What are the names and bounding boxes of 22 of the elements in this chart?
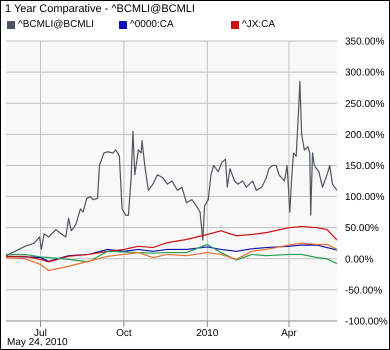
- x-tick-label: Apr: [281, 328, 298, 340]
- legend-label: ^BCMLI@BCMLI: [18, 19, 94, 30]
- y-tick-label: 300.00%: [345, 68, 385, 79]
- line-series: [6, 242, 337, 272]
- y-tick-label: 250.00%: [345, 98, 385, 110]
- x-tick-label: 2010: [196, 328, 219, 340]
- line-series: [6, 226, 337, 262]
- line-series: [6, 80, 337, 256]
- y-tick-label: 50.00%: [345, 223, 380, 234]
- y-tick-label: 200.00%: [345, 130, 385, 141]
- chart-title: 1 Year Comparative - ^BCMLI@BCMLI: [5, 3, 195, 15]
- x-tick-label: Jul: [34, 328, 47, 340]
- y-tick-label: -50.00%: [345, 285, 382, 296]
- text: May 24, 2010: [7, 337, 68, 348]
- y-tick-label: 100.00%: [345, 192, 385, 204]
- y-tick-label: 350.00%: [345, 36, 385, 48]
- x-tick-label: Oct: [116, 328, 132, 340]
- y-tick-label: 150.00%: [345, 160, 385, 172]
- legend-label: ^JX:CA: [242, 19, 276, 30]
- legend-label: ^0000:CA: [130, 19, 174, 30]
- y-tick-label: 0.00%: [345, 254, 374, 266]
- y-tick-label: -100.00%: [345, 316, 388, 328]
